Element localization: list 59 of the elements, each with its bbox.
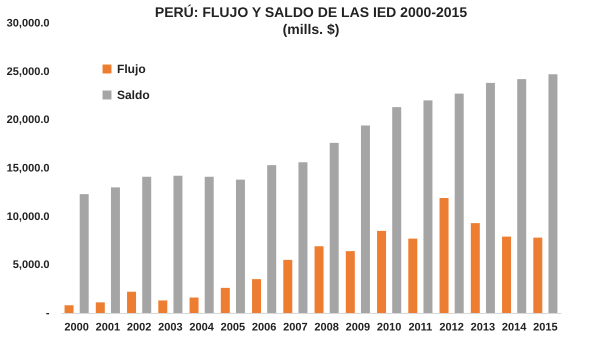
- bar: [158, 300, 168, 313]
- bar: [267, 165, 276, 313]
- bar: [330, 142, 339, 313]
- bar: [533, 238, 542, 313]
- bar: [220, 288, 230, 313]
- x-tick-label: 2015: [533, 322, 558, 334]
- bar: [252, 279, 262, 313]
- bar: [283, 260, 292, 313]
- y-tick-label: 20,000.0: [6, 114, 50, 126]
- y-tick-label: 30,000.0: [6, 18, 50, 30]
- x-tick-label: 2008: [314, 322, 339, 334]
- bar: [440, 198, 449, 313]
- x-tick-label: 2004: [189, 322, 215, 334]
- bar: [454, 94, 464, 313]
- bar: [486, 82, 495, 313]
- x-tick-label: 2003: [158, 322, 183, 334]
- x-tick-label: 2012: [439, 322, 464, 334]
- bar: [314, 246, 324, 313]
- bar: [236, 180, 245, 313]
- bar: [502, 236, 512, 313]
- bar: [110, 187, 120, 313]
- bar: [204, 176, 214, 313]
- y-tick-label: 25,000.0: [6, 66, 50, 78]
- x-tick-label: 2005: [220, 322, 246, 334]
- bar: [190, 298, 199, 313]
- y-tick-label: -: [46, 308, 50, 320]
- x-tick-label: 2006: [252, 322, 276, 334]
- bar: [96, 302, 105, 313]
- x-tick-label: 2014: [502, 322, 528, 334]
- y-tick-label: 15,000.0: [6, 162, 50, 174]
- y-tick-label: 10,000.0: [6, 210, 50, 223]
- chart-title: PERÚ: FLUJO Y SALDO DE LAS IED 2000-2015: [154, 4, 468, 20]
- bar: [408, 238, 418, 313]
- bar: [298, 162, 308, 313]
- bar: [392, 107, 402, 313]
- bar: [423, 100, 432, 313]
- legend-label: Saldo: [117, 88, 150, 102]
- bar: [346, 251, 355, 313]
- bar: [173, 176, 182, 313]
- bar: [127, 292, 136, 313]
- x-tick-label: 2000: [64, 322, 89, 334]
- bar: [64, 305, 74, 313]
- x-tick-label: 2013: [470, 322, 496, 334]
- bar: [517, 79, 526, 313]
- bar: [360, 125, 370, 313]
- bar: [377, 230, 386, 313]
- x-tick-label: 2002: [126, 322, 152, 334]
- legend-label: Flujo: [117, 62, 146, 76]
- x-tick-label: 2007: [283, 322, 308, 334]
- x-tick-label: 2009: [346, 322, 370, 334]
- x-tick-label: 2001: [96, 322, 120, 334]
- bar: [142, 176, 152, 313]
- x-tick-label: 2011: [408, 322, 432, 334]
- x-tick-label: 2010: [376, 322, 402, 334]
- y-tick-label: 5,000.0: [12, 259, 50, 272]
- bar: [548, 74, 558, 313]
- chart-subtitle: (mills. $): [282, 21, 340, 37]
- bar: [470, 223, 480, 313]
- bar: [80, 194, 89, 313]
